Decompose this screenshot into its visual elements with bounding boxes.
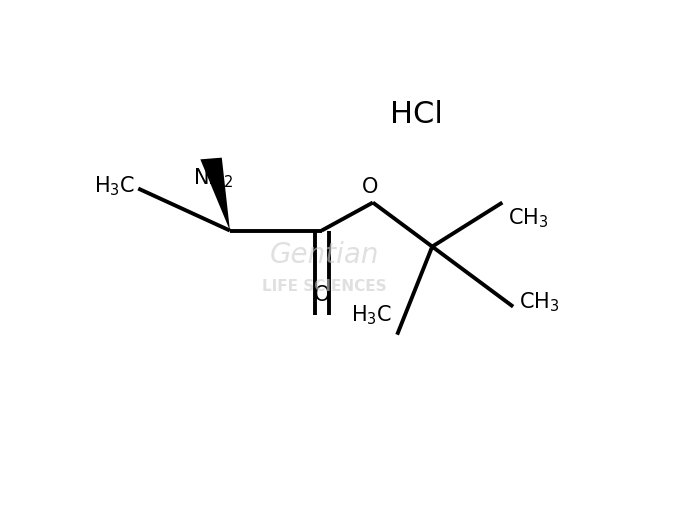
Text: O: O (313, 284, 330, 305)
Text: LIFE SCIENCES: LIFE SCIENCES (262, 279, 387, 294)
Text: Gentian: Gentian (269, 241, 379, 269)
Text: CH$_3$: CH$_3$ (519, 291, 559, 315)
Text: NH$_2$: NH$_2$ (193, 166, 234, 190)
Text: CH$_3$: CH$_3$ (507, 206, 548, 230)
Text: H$_3$C: H$_3$C (95, 175, 136, 198)
Text: HCl: HCl (390, 100, 443, 129)
Polygon shape (200, 158, 230, 230)
Text: H$_3$C: H$_3$C (351, 303, 392, 327)
Text: O: O (362, 176, 379, 197)
